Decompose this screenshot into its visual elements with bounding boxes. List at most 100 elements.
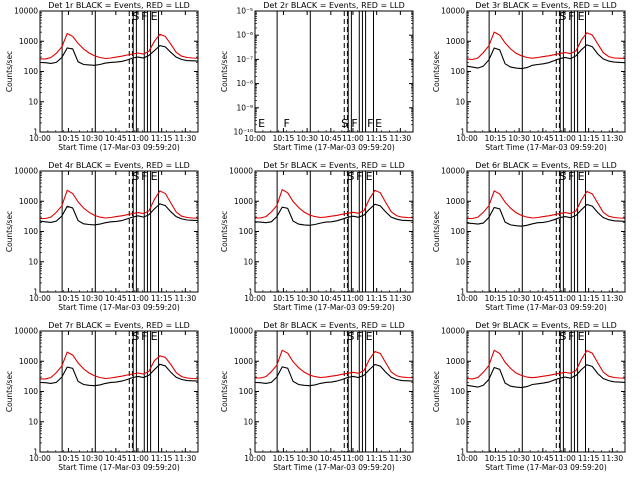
y-tick-label: 100 [451, 67, 466, 76]
x-tick-label: 11:00 [342, 294, 364, 303]
y-tick-label: 10000 [14, 7, 38, 16]
y-tick-label: 1000 [446, 357, 465, 366]
x-axis-label: Start Time (17-Mar-03 09:59:20) [58, 303, 180, 312]
x-tick-label: 10:00 [456, 134, 478, 143]
y-tick-label: 10000 [229, 167, 253, 176]
x-tick-label: 11:30 [175, 134, 197, 143]
marker-letter: E [151, 170, 158, 183]
panel-title: Det 7r BLACK = Events, RED = LLD [48, 321, 190, 330]
x-tick-label: 10:15 [58, 134, 80, 143]
panel-title: Det 9r BLACK = Events, RED = LLD [475, 321, 617, 330]
marker-letter: E [151, 10, 158, 23]
x-tick-label: 11:00 [554, 134, 576, 143]
x-tick-label: 10:45 [320, 134, 342, 143]
series-lld-line [255, 349, 414, 379]
x-tick-label: 11:30 [175, 294, 197, 303]
x-axis-label: Start Time (17-Mar-03 09:59:20) [485, 303, 607, 312]
x-tick-label: 10:45 [532, 134, 554, 143]
x-tick-label: 11:15 [578, 134, 600, 143]
y-tick-label: 100 [451, 387, 466, 396]
x-tick-label: 10:15 [485, 454, 507, 463]
plot-frame [39, 170, 199, 293]
x-tick-label: 10:30 [508, 134, 530, 143]
x-tick-label: 10:15 [273, 294, 295, 303]
y-tick-label: 10 [455, 97, 465, 106]
x-tick-label: 11:00 [342, 134, 364, 143]
x-tick-label: 11:00 [342, 454, 364, 463]
x-tick-label: 11:15 [366, 454, 388, 463]
marker-letter: F [356, 170, 362, 183]
x-tick-label: 11:15 [578, 454, 600, 463]
y-tick-label: 100 [24, 227, 39, 236]
series-lld-line [40, 351, 199, 380]
plot-frame [254, 330, 414, 453]
y-axis-label: Counts/sec [220, 51, 229, 92]
series-lld-line [466, 31, 626, 61]
y-tick-label: 10000 [441, 7, 465, 16]
x-tick-label: 10:00 [244, 134, 266, 143]
marker-letter: S [132, 170, 139, 183]
x-tick-label: 11:15 [366, 294, 388, 303]
y-tick-label: 10000 [229, 327, 253, 336]
y-tick-label: 10⁻⁶ [236, 31, 253, 40]
x-tick-label: 10:00 [29, 454, 51, 463]
plot-frame [254, 170, 414, 293]
marker-letter: E [578, 10, 585, 23]
marker-letter: E [578, 170, 585, 183]
y-tick-label: 10 [28, 97, 38, 106]
y-tick-label: 10000 [14, 327, 38, 336]
y-tick-label: 10 [455, 417, 465, 426]
y-tick-label: 100 [24, 387, 39, 396]
y-tick-label: 1 [460, 288, 465, 297]
panel-title: Det 1r BLACK = Events, RED = LLD [48, 1, 190, 10]
y-tick-label: 100 [239, 387, 254, 396]
x-tick-label: 11:00 [127, 454, 149, 463]
marker-letter: F [283, 117, 289, 130]
y-tick-label: 10000 [441, 167, 465, 176]
x-axis-label: Start Time (17-Mar-03 09:59:20) [485, 463, 607, 472]
y-tick-label: 1 [248, 288, 253, 297]
y-axis-label: Counts/sec [5, 51, 14, 92]
x-tick-label: 10:30 [296, 134, 318, 143]
series-events-line [39, 203, 199, 226]
x-axis-label: Start Time (17-Mar-03 09:59:20) [273, 143, 395, 152]
series-lld-line [255, 188, 414, 219]
x-axis-label: Start Time (17-Mar-03 09:59:20) [58, 463, 180, 472]
x-tick-label: 11:30 [602, 134, 624, 143]
series-events-line [466, 364, 626, 389]
x-tick-label: 10:15 [273, 134, 295, 143]
x-tick-label: 10:45 [320, 454, 342, 463]
series-events-line [39, 44, 199, 66]
x-tick-label: 11:30 [390, 294, 412, 303]
y-tick-label: 10 [28, 257, 38, 266]
x-tick-label: 10:30 [81, 454, 103, 463]
x-tick-label: 11:15 [578, 294, 600, 303]
y-tick-label: 1000 [19, 357, 38, 366]
x-tick-label: 11:30 [602, 454, 624, 463]
series-lld-line [40, 189, 199, 220]
x-tick-label: 10:15 [485, 294, 507, 303]
x-tick-label: 10:45 [532, 454, 554, 463]
panel-title: Det 5r BLACK = Events, RED = LLD [263, 161, 405, 170]
x-tick-label: 11:15 [151, 294, 173, 303]
y-tick-label: 10 [243, 417, 253, 426]
x-tick-label: 11:30 [602, 294, 624, 303]
marker-letter: S [559, 170, 566, 183]
y-tick-label: 1 [33, 288, 38, 297]
y-tick-label: 1 [460, 128, 465, 137]
y-tick-label: 10000 [441, 327, 465, 336]
x-axis-label: Start Time (17-Mar-03 09:59:20) [58, 143, 180, 152]
marker-letter: E [366, 170, 373, 183]
y-axis-label: Counts/sec [432, 371, 441, 412]
marker-letter: E [258, 117, 265, 130]
x-axis-label: Start Time (17-Mar-03 09:59:20) [485, 143, 607, 152]
y-axis-label: Counts/sec [5, 371, 14, 412]
plot-frame [466, 170, 626, 293]
panel-title: Det 8r BLACK = Events, RED = LLD [263, 321, 405, 330]
y-axis-label: Counts/sec [432, 211, 441, 252]
y-tick-label: 1 [248, 448, 253, 457]
marker-letter: E [375, 117, 382, 130]
